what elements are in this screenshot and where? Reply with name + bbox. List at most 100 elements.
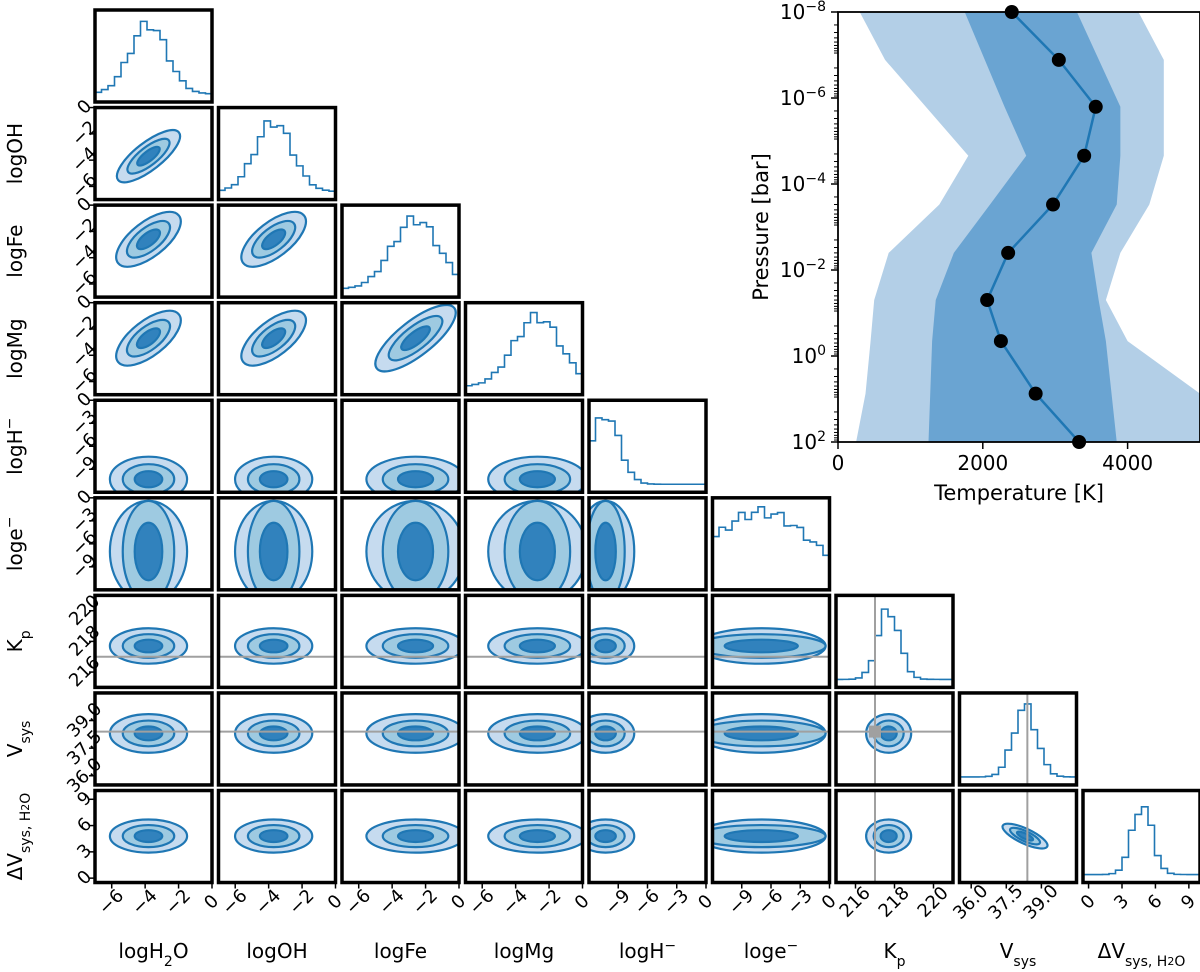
y-tick-label: 0 [73,96,96,119]
panel-Vsys-dVsysH2O: 36.037.539.0 [949,788,1079,924]
panel-logFe-Kp [340,593,461,690]
panel-frame [834,593,955,690]
x-tick-label: −3 [783,885,817,919]
y-tick-label: 0 [73,486,96,509]
panel-logMg-Kp [463,593,585,690]
inset-y-tick-label: 100 [792,343,826,368]
truth-marker [869,725,881,738]
x-axis-label-logFe: logFe [374,939,427,963]
contour-level-3 [396,521,435,582]
panel-logMg-Vsys [463,691,585,787]
panel-frame [463,398,585,495]
panel-logH2O-logH2O [93,8,214,104]
x-tick-label: −4 [251,885,285,919]
inset-y-axis-label: Pressure [bar] [749,153,773,301]
panel-Kp-Kp [834,593,955,690]
x-tick-label: −6 [218,885,252,919]
x-tick-label: 218 [875,883,914,922]
panel-logOH-loge- [216,496,338,592]
profile-point [1088,99,1103,114]
panel-logOH-Kp [216,593,338,690]
inset-y-tick-label: 10−2 [780,257,826,282]
panel-logFe-logFe [340,203,461,299]
histogram-logOH [218,120,336,200]
panel-loge--Vsys [710,691,832,787]
panel-logMg-logMg [463,300,585,397]
histogram-logH2O [95,20,212,102]
x-tick-label: −6 [342,885,376,919]
contour-level-3 [879,725,898,742]
panel-logOH-logMg [216,300,338,397]
panel-logFe-Vsys [340,691,461,787]
contour-level-3 [133,470,164,489]
contour-level-3 [518,638,557,654]
panel-logH2O-logH-: −9−6−30 [68,388,214,495]
contour-level-3 [135,327,162,350]
panel-frame [340,691,461,787]
x-tick-label: −9 [601,885,635,919]
panel-frame [216,300,338,397]
contour-level-3 [258,470,289,489]
profile-point [1046,197,1061,212]
panel-frame [463,593,585,690]
panel-logH--loge- [587,496,708,592]
panel-logH--logH- [587,398,708,495]
contour-level-3 [396,470,435,489]
x-axis-label-logMg: logMg [494,939,554,963]
panel-loge--Kp [710,593,832,690]
y-tick-label: 0 [73,291,96,314]
panel-logMg-loge- [463,496,585,592]
x-tick-label: 3 [1110,891,1133,914]
contour-level-3 [594,829,617,844]
panel-Kp-dVsysH2O: 216 218 220 [834,788,955,922]
contour-level-3 [261,228,287,251]
x-axis-label-loge-: loge− [744,938,799,963]
contour-level-3 [879,829,898,844]
panel-frame [463,691,585,787]
contour-level-3 [594,521,617,582]
panel-frame [93,203,214,299]
y-tick-label: 0 [73,866,96,889]
histogram-logH- [589,417,706,493]
contour-level-3 [518,470,557,489]
x-tick-label: −3 [660,885,694,919]
panel-logH--Kp [587,593,708,690]
panel-frame [216,691,338,787]
x-tick-label: −9 [725,885,759,919]
panel-frame [957,691,1079,787]
x-axis-label-logH2O: logH2O [118,939,188,970]
inset-x-tick-label: 2000 [957,451,1008,475]
x-tick-label: 9 [1177,891,1200,914]
panel-frame [216,203,338,299]
panel-frame [340,593,461,690]
profile-point [1028,386,1043,401]
contour-level-3 [518,521,557,582]
panel-frame [340,496,461,592]
panel-frame [957,788,1079,885]
y-axis-label-logOH: logOH [3,123,27,184]
histogram-loge- [712,505,830,590]
y-tick-label: 218 [65,621,104,660]
x-tick-label: −4 [128,885,162,919]
profile-point [993,334,1008,349]
x-tick-label: 0 [571,891,594,914]
panel-frame [710,593,832,690]
panel-logOH-logH- [216,398,338,495]
contour-level-3 [133,521,164,582]
panel-loge--dVsysH2O: −9−6−3 0 [710,788,841,919]
x-tick-label: −6 [630,885,664,919]
panel-frame [463,300,585,397]
panel-Vsys-Vsys [957,691,1079,787]
panel-logH2O-logOH: −6−4−20 [68,96,214,203]
panel-logOH-Vsys [216,691,338,787]
y-tick-label: 216 [65,652,104,691]
x-tick-label: 216 [836,883,875,922]
panel-frame [93,788,214,885]
inset-y-tick-label: 10−4 [780,171,826,196]
panel-frame [587,496,708,592]
panel-logOH-logOH [216,105,338,202]
panel-frame [93,300,214,397]
inset-x-tick-label: 4000 [1102,451,1153,475]
contour-level-3 [1015,830,1035,842]
